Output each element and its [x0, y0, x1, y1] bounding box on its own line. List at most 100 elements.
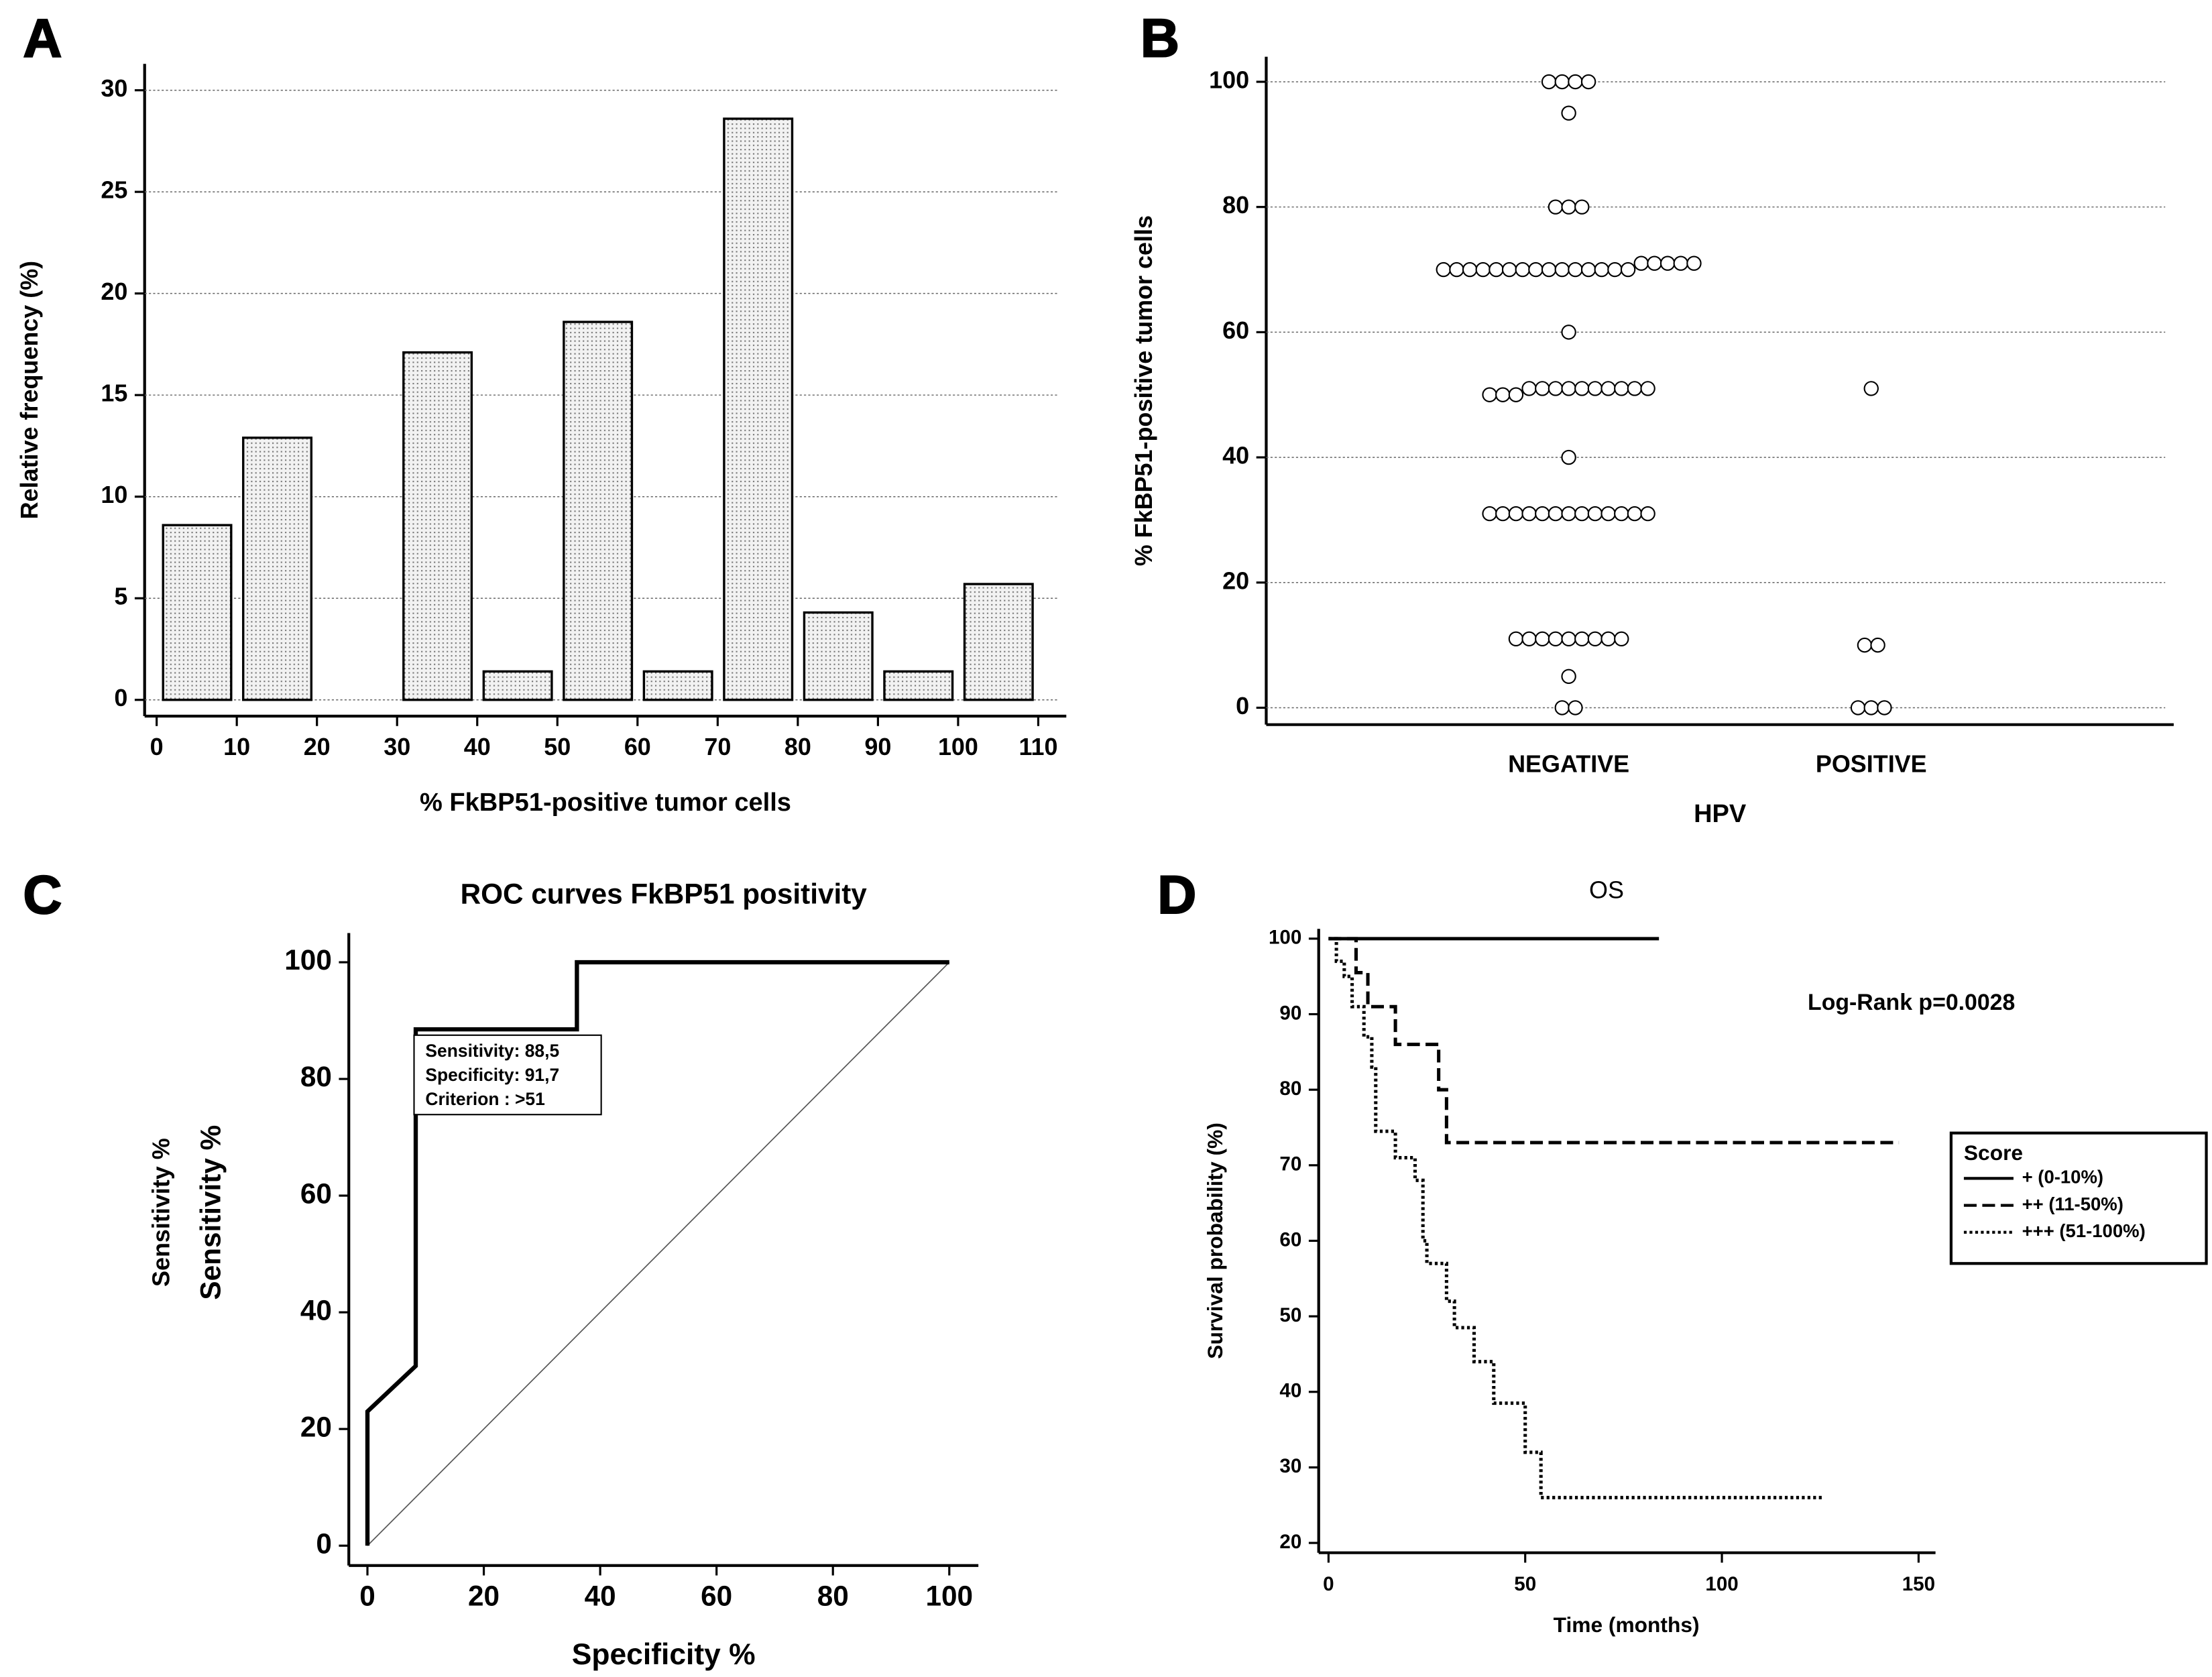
data-point: [1521, 631, 1537, 647]
legend-label: +++ (51-100%): [2022, 1220, 2146, 1241]
x-tick-label: 60: [624, 733, 651, 760]
bar: [563, 321, 634, 701]
x-tick-label: 150: [1902, 1573, 1935, 1595]
legend-title: Score: [1964, 1141, 2023, 1165]
data-point: [1554, 262, 1570, 278]
data-point: [1508, 631, 1524, 647]
data-point: [1561, 631, 1576, 647]
x-tick-label: 0: [1323, 1573, 1334, 1595]
data-point: [1548, 199, 1564, 215]
data-point: [1574, 199, 1590, 215]
x-tick-label: 80: [817, 1580, 849, 1612]
data-point: [1462, 262, 1478, 278]
y-tick-label: 10: [101, 481, 127, 508]
data-point: [1600, 631, 1616, 647]
x-tick-label: 0: [150, 733, 164, 760]
data-point: [1574, 631, 1590, 647]
data-point: [1535, 506, 1550, 522]
y-tick-label: 30: [1279, 1455, 1301, 1477]
data-point: [1521, 381, 1537, 396]
bar: [963, 583, 1034, 701]
annotation: Log-Rank p=0.0028: [1808, 990, 2015, 1015]
y-tick-label: 80: [1279, 1078, 1301, 1100]
data-point: [1561, 506, 1576, 522]
data-point: [1587, 631, 1603, 647]
data-point: [1640, 506, 1655, 522]
data-point: [1501, 262, 1517, 278]
data-point: [1627, 381, 1643, 396]
data-point: [1561, 105, 1576, 121]
reference-diagonal: [367, 962, 950, 1546]
x-tick-label: POSITIVE: [1816, 750, 1927, 778]
y-tick-label: 20: [101, 278, 127, 305]
y-tick-label: 90: [1279, 1002, 1301, 1024]
data-point: [1554, 700, 1570, 715]
data-point: [1436, 262, 1451, 278]
y-tick-label: 60: [1222, 316, 1249, 344]
annotation: Criterion : >51: [425, 1089, 544, 1109]
data-point: [1857, 637, 1873, 653]
y-tick-label: 20: [1279, 1531, 1301, 1553]
y-tick-label: 100: [1269, 927, 1301, 949]
panel-letter: D: [1157, 865, 1196, 925]
y-tick-label: 40: [300, 1294, 332, 1326]
y-tick-label: 60: [300, 1177, 332, 1209]
y-tick-label: 40: [1279, 1380, 1301, 1402]
data-point: [1600, 381, 1616, 396]
bar: [482, 670, 553, 701]
data-point: [1508, 387, 1524, 402]
data-point: [1863, 700, 1879, 715]
x-tick-label: NEGATIVE: [1508, 750, 1629, 778]
data-point: [1574, 506, 1590, 522]
data-point: [1580, 262, 1596, 278]
annotation-box: [413, 1034, 602, 1116]
y-tick-label: 5: [114, 583, 127, 610]
y-axis-label: Sensitivity %: [148, 1138, 175, 1287]
data-point: [1495, 506, 1511, 522]
data-point: [1850, 700, 1866, 715]
annotation: Sensitivity: 88,5: [425, 1041, 559, 1061]
x-tick-label: 30: [384, 733, 410, 760]
x-tick-label: 80: [784, 733, 811, 760]
panel-letter: C: [23, 865, 62, 925]
bar: [883, 670, 954, 701]
y-tick-label: 0: [316, 1527, 332, 1559]
x-tick-label: 100: [926, 1580, 974, 1612]
data-point: [1574, 381, 1590, 396]
panel-letter: B: [1141, 9, 1179, 69]
x-tick-label: 90: [864, 733, 891, 760]
data-point: [1489, 262, 1504, 278]
data-point: [1535, 631, 1550, 647]
bar: [642, 670, 713, 701]
x-tick-label: 20: [304, 733, 331, 760]
data-point: [1580, 74, 1596, 90]
bar: [162, 524, 233, 701]
y-axis-label: Relative frequency (%): [15, 261, 43, 519]
data-point: [1568, 74, 1583, 90]
data-point: [1508, 506, 1524, 522]
data-point: [1640, 381, 1655, 396]
data-point: [1870, 637, 1885, 653]
y-axis-label: % FkBP51-positive tumor cells: [1130, 215, 1157, 566]
x-tick-label: 20: [468, 1580, 500, 1612]
data-point: [1627, 506, 1643, 522]
bar: [402, 351, 473, 701]
y-tick-label: 40: [1222, 442, 1249, 469]
data-point: [1528, 262, 1544, 278]
data-point: [1660, 255, 1676, 271]
bar: [803, 611, 874, 701]
data-point: [1554, 74, 1570, 90]
data-point: [1482, 506, 1497, 522]
y-tick-label: 20: [300, 1411, 332, 1442]
data-point: [1561, 669, 1576, 685]
data-point: [1561, 381, 1576, 396]
x-tick-label: 70: [704, 733, 731, 760]
data-point: [1673, 255, 1688, 271]
data-point: [1633, 255, 1649, 271]
data-point: [1587, 506, 1603, 522]
x-axis-label: Specificity %: [572, 1638, 756, 1671]
x-tick-label: 50: [544, 733, 571, 760]
